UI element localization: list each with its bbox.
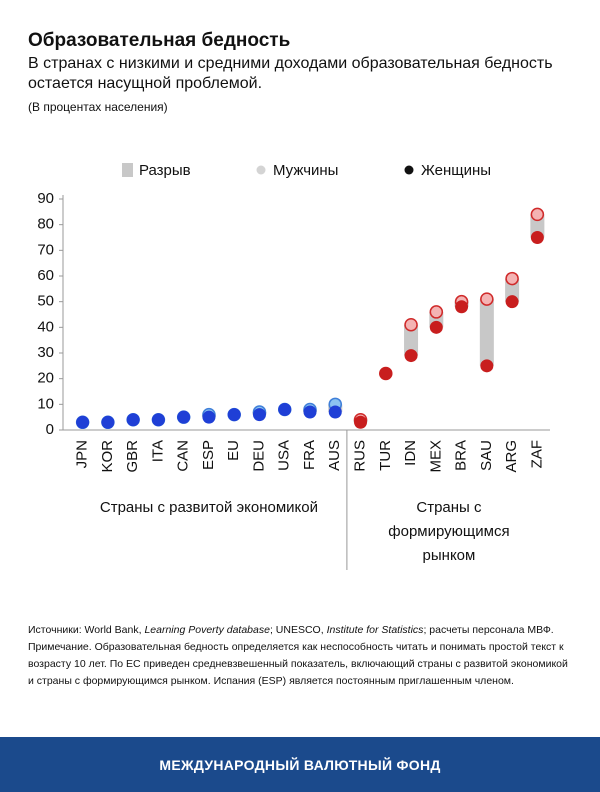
women-dot — [530, 231, 544, 244]
x-tick-label: RUS — [351, 440, 368, 472]
group-label: Страны с формирующимся рынком — [388, 499, 510, 564]
women-dot — [379, 367, 393, 381]
x-tick-label: DEU — [250, 440, 267, 472]
x-tick-label: MEX — [427, 440, 444, 473]
source-text: ; расчеты персонала МВФ. — [423, 624, 554, 636]
x-tick-label: ARG — [503, 440, 520, 473]
subtitle: В странах с низкими и средними доходами … — [28, 55, 553, 92]
x-tick-label: TUR — [377, 440, 394, 471]
women-dot — [76, 415, 90, 429]
x-tick-label: EU — [225, 440, 242, 461]
gap-bar — [505, 278, 520, 302]
legend-label: Разрыв — [139, 162, 191, 179]
y-tick-label: 0 — [46, 421, 54, 438]
women-dot — [151, 413, 165, 427]
legend-swatch — [256, 165, 266, 175]
title: Образовательная бедность — [28, 30, 291, 51]
legend-label: Мужчины — [273, 162, 338, 179]
x-tick-label: ITA — [149, 440, 166, 462]
legend-label: Женщины — [421, 162, 491, 179]
women-dot — [303, 405, 317, 419]
y-tick-label: 90 — [37, 190, 54, 207]
y-tick-label: 80 — [37, 216, 54, 233]
y-tick-label: 70 — [37, 241, 54, 258]
x-tick-label: KOR — [99, 440, 116, 473]
x-tick-label: AUS — [326, 440, 343, 471]
chart: Разрыв Мужчины Женщины 0 10 20 30 40 50 60 70 80 90 J… — [37, 162, 550, 570]
x-tick-label: IDN — [402, 440, 419, 466]
legend-swatch — [122, 163, 133, 177]
gap-bar — [479, 299, 494, 366]
women-dot — [354, 415, 368, 429]
men-dot — [530, 207, 545, 222]
unit-note: (В процентах населения) — [28, 100, 168, 114]
x-tick-label: ZAF — [528, 440, 545, 468]
x-tick-label: SAU — [478, 440, 495, 471]
women-dot — [227, 408, 241, 422]
women-dot — [278, 402, 292, 416]
y-tick-label: 60 — [37, 267, 54, 284]
women-dot — [126, 413, 140, 427]
sources: Источники: World Bank, Learning Poverty … — [28, 622, 576, 690]
note: Примечание. Образовательная бедность опр… — [28, 641, 568, 687]
y-tick-label: 10 — [37, 395, 54, 412]
women-dot — [177, 410, 191, 424]
y-tick-label: 30 — [37, 344, 54, 361]
x-tick-label: FRA — [301, 440, 318, 470]
gap-bar — [530, 214, 545, 238]
source-text: Institute for Statistics — [326, 624, 424, 636]
footer: МЕЖДУНАРОДНЫЙ ВАЛЮТНЫЙ ФОНД — [0, 737, 600, 792]
men-dot — [404, 318, 418, 332]
men-dot — [429, 305, 444, 319]
women-dot — [101, 415, 115, 429]
y-tick-label: 50 — [37, 293, 54, 310]
source-text: ; UNESCO, — [269, 624, 327, 636]
women-dot — [429, 320, 443, 334]
women-dot — [480, 359, 494, 373]
men-dot — [480, 292, 494, 306]
x-tick-label: JPN — [74, 440, 91, 468]
source-text: Источники: World Bank, — [28, 624, 145, 636]
source-text: Learning Poverty database — [144, 624, 270, 636]
y-tick-label: 20 — [37, 370, 54, 387]
men-dot — [505, 271, 519, 286]
x-tick-label: USA — [276, 440, 293, 471]
group-label: Страны с развитой экономикой — [99, 499, 318, 516]
women-dot — [505, 295, 519, 309]
legend-swatch — [404, 165, 414, 175]
gap-bar — [404, 324, 419, 356]
x-tick-label: GBR — [124, 440, 141, 473]
women-dot — [328, 405, 342, 419]
y-tick-label: 40 — [37, 318, 54, 335]
women-dot — [252, 408, 266, 422]
women-dot — [404, 349, 418, 363]
x-tick-label: ESP — [200, 440, 217, 470]
x-tick-label: CAN — [175, 440, 192, 472]
women-dot — [202, 410, 216, 424]
x-tick-label: BRA — [453, 440, 470, 471]
women-dot — [455, 300, 469, 314]
